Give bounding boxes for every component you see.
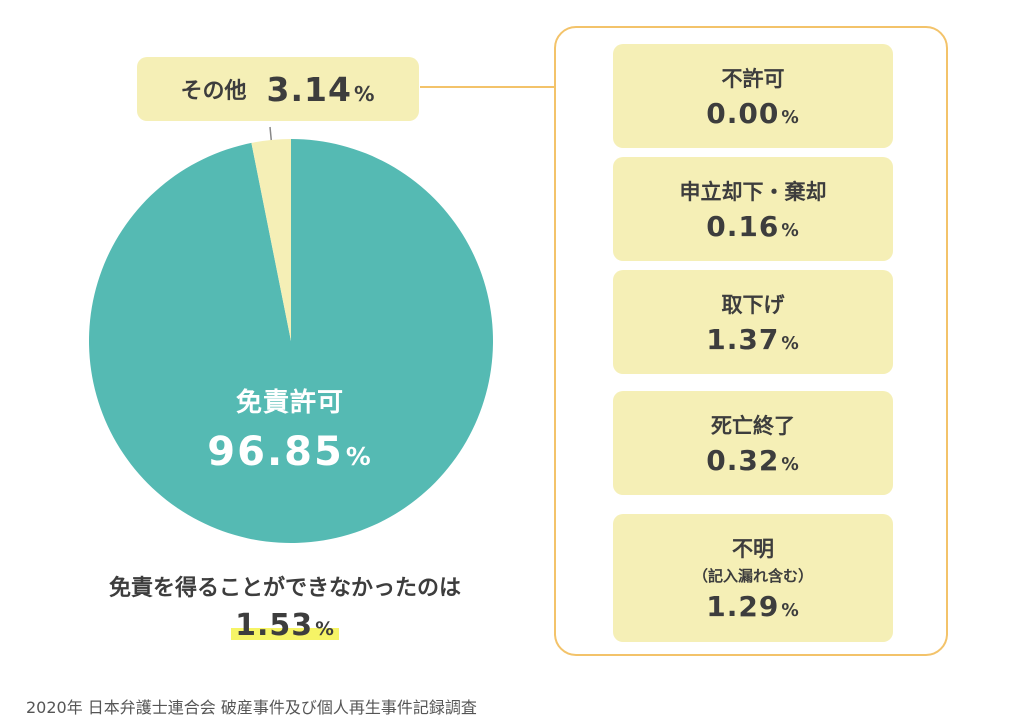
breakdown-label: 不許可 <box>721 66 785 91</box>
breakdown-value: 0.32% <box>706 444 800 477</box>
breakdown-value: 0.16% <box>706 210 800 243</box>
breakdown-value-number: 1.29 <box>706 590 780 623</box>
breakdown-sublabel: （記入漏れ含む） <box>692 567 813 585</box>
other-callout: その他 3.14% <box>137 57 419 121</box>
other-value-unit: % <box>353 81 376 106</box>
breakdown-value: 1.37% <box>706 323 800 356</box>
pie-slices <box>89 139 494 543</box>
breakdown-label: 死亡終了 <box>711 413 795 438</box>
breakdown-value-unit: % <box>781 333 800 354</box>
main-slice-value: 96.85% <box>180 429 400 475</box>
main-slice-label: 免責許可 96.85% <box>180 382 400 475</box>
breakdown-value: 1.29% <box>706 590 800 623</box>
breakdown-label: 申立却下・棄却 <box>679 179 827 204</box>
breakdown-value-unit: % <box>781 454 800 475</box>
breakdown-label: 取下げ <box>721 292 785 317</box>
breakdown-value-number: 1.37 <box>706 322 780 356</box>
breakdown-value-number: 0.00 <box>706 96 780 130</box>
pie-slice-main <box>89 139 494 543</box>
breakdown-item: 不許可 0.00% <box>613 44 893 148</box>
other-value: 3.14% <box>267 70 376 109</box>
summary-note-value-number: 1.53 <box>235 608 314 643</box>
other-label: その他 <box>180 79 247 104</box>
breakdown-value-unit: % <box>781 107 800 128</box>
other-breakdown-panel: 不許可 0.00% 申立却下・棄却 0.16% 取下げ 1.37% 死亡終了 0… <box>554 26 948 656</box>
summary-note-value-unit: % <box>315 619 335 640</box>
other-value-number: 3.14 <box>266 69 352 109</box>
breakdown-item: 取下げ 1.37% <box>613 270 893 374</box>
breakdown-value: 0.00% <box>706 97 800 130</box>
main-slice-value-unit: % <box>345 442 373 471</box>
source-caption: 2020年 日本弁護士連合会 破産事件及び個人再生事件記録調査 <box>26 698 477 717</box>
breakdown-value-unit: % <box>781 601 800 621</box>
summary-note-value: 1.53% <box>235 608 335 643</box>
main-slice-value-number: 96.85 <box>207 429 344 475</box>
breakdown-item: 申立却下・棄却 0.16% <box>613 157 893 261</box>
main-slice-name: 免責許可 <box>235 388 344 418</box>
summary-note: 免責を得ることができなかったのは 1.53% <box>60 570 510 643</box>
pie-slice-other <box>251 139 291 341</box>
summary-note-text: 免責を得ることができなかったのは <box>108 576 461 601</box>
breakdown-item: 不明 （記入漏れ含む） 1.29% <box>613 514 893 642</box>
summary-note-value-wrap: 1.53% <box>231 608 339 643</box>
breakdown-value-number: 0.32 <box>706 443 780 477</box>
breakdown-item: 死亡終了 0.32% <box>613 391 893 495</box>
breakdown-value-unit: % <box>781 220 800 241</box>
breakdown-label: 不明 <box>732 537 774 561</box>
highlight-marker <box>231 628 339 640</box>
breakdown-value-number: 0.16 <box>706 209 780 243</box>
